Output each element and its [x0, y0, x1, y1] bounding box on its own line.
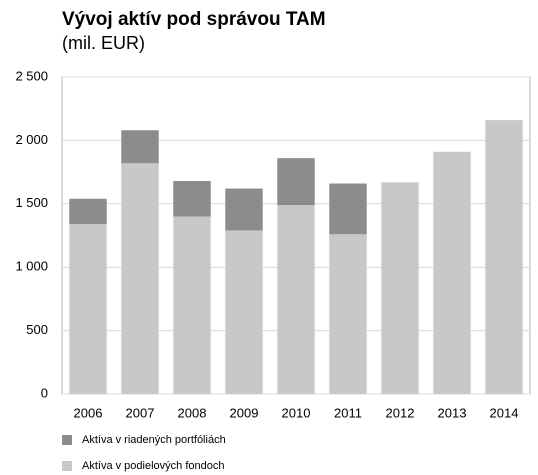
- legend-label: Aktíva v podielových fondoch: [82, 460, 224, 472]
- y-tick-label: 2 500: [15, 68, 48, 83]
- bar-segment: [225, 188, 263, 231]
- x-tick-label: 2009: [230, 405, 259, 420]
- x-tick-label: 2006: [74, 405, 103, 420]
- bar-segment: [329, 234, 367, 394]
- y-tick-label: 2 000: [15, 132, 48, 147]
- bar-segment: [173, 216, 211, 394]
- bar-segment: [277, 205, 315, 394]
- bar-segment: [69, 198, 107, 225]
- chart-subtitle: (mil. EUR): [62, 33, 145, 53]
- bar-segment: [225, 230, 263, 394]
- y-tick-label: 1 000: [15, 259, 48, 274]
- bar-segment: [121, 163, 159, 394]
- legend-label: Aktíva v riadených portfóliách: [82, 434, 226, 446]
- bar-segment: [69, 224, 107, 394]
- bar-segment: [329, 183, 367, 235]
- bar-segment: [381, 182, 419, 394]
- x-tick-label: 2013: [438, 405, 467, 420]
- chart-title: Vývoj aktív pod správou TAM: [62, 9, 326, 30]
- x-tick-label: 2014: [490, 405, 519, 420]
- legend: Aktíva v riadených portfóliách Aktíva v p…: [62, 434, 226, 472]
- x-tick-label: 2012: [386, 405, 415, 420]
- bar-segment: [485, 120, 523, 394]
- bar-segment: [121, 130, 159, 164]
- y-tick-label: 0: [41, 385, 48, 400]
- legend-swatch: [62, 435, 72, 445]
- legend-swatch: [62, 461, 72, 471]
- x-tick-label: 2011: [334, 405, 362, 420]
- y-tick-label: 500: [26, 322, 48, 337]
- x-tick-label: 2010: [282, 405, 311, 420]
- x-tick-label: 2007: [126, 405, 155, 420]
- bar-segment: [173, 180, 211, 217]
- bar-segment: [277, 158, 315, 206]
- x-tick-label: 2008: [178, 405, 207, 420]
- bar-segment: [433, 151, 471, 394]
- y-tick-label: 1 500: [15, 195, 48, 210]
